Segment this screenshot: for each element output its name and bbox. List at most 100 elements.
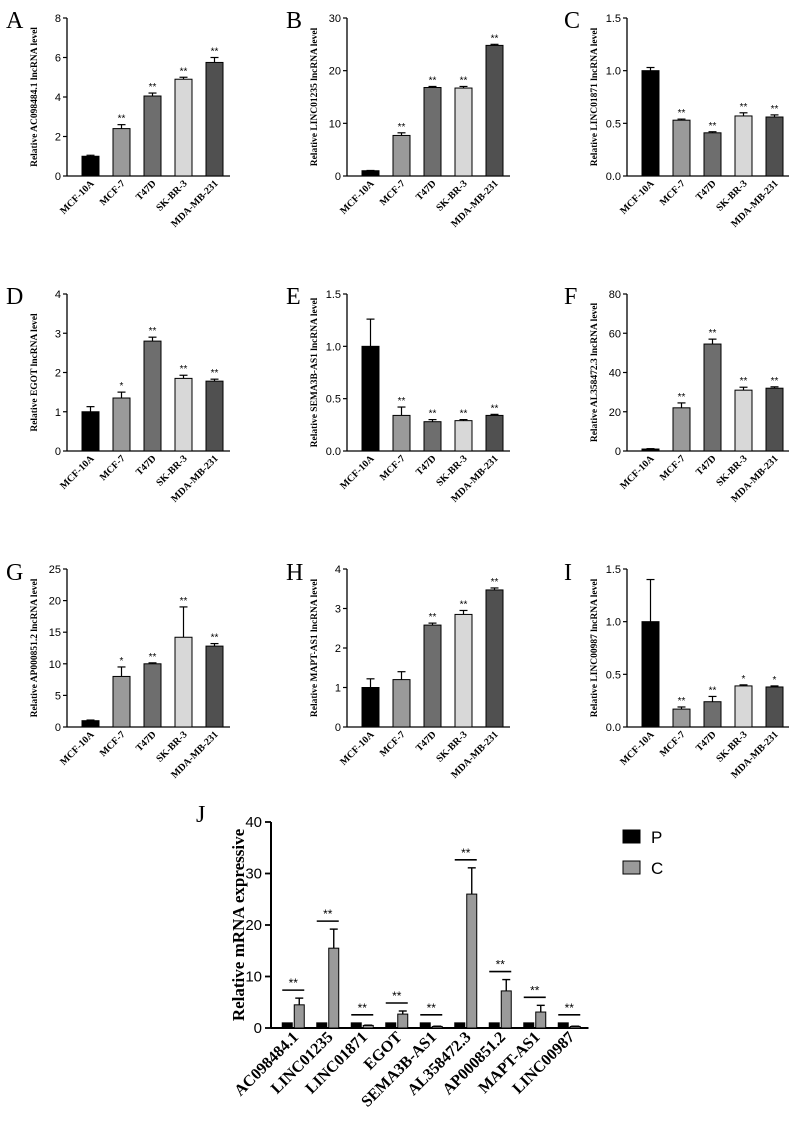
- y-axis-label: Relative AC098484.1 lncRNA level: [30, 27, 40, 167]
- bar: [734, 685, 753, 728]
- bar-p: [557, 1022, 569, 1029]
- bar: [703, 132, 722, 177]
- significance-mark: **: [565, 1001, 575, 1015]
- bar: [641, 70, 660, 177]
- significance-mark: **: [180, 66, 188, 77]
- panel-c: C Relative LINC01871 lncRNA level 0.0 0.5 1.…: [564, 8, 789, 230]
- bar-c: [535, 1011, 547, 1029]
- y-tick-label: 2: [335, 643, 341, 655]
- bar-p: [488, 1022, 500, 1029]
- x-tick-label: MCF-10A: [618, 729, 657, 768]
- significance-mark: **: [211, 47, 219, 58]
- panel-b: B Relative LINC01235 lncRNA level 0 10 20 30 M…: [286, 8, 510, 230]
- y-tick-label: 4: [55, 289, 61, 301]
- significance-mark: **: [149, 652, 157, 663]
- y-tick-label: 1.0: [606, 66, 621, 78]
- panel-letter: G: [6, 560, 23, 586]
- panel-letter: H: [286, 560, 303, 586]
- y-tick-label: 0.0: [606, 722, 621, 734]
- y-tick-label: 1.0: [326, 341, 341, 353]
- panel-letter: C: [564, 8, 580, 34]
- y-tick-label: 0.0: [326, 446, 341, 458]
- panel-e: E Relative SEMA3B-AS1 lncRNA level 0.0 0.5 1…: [286, 284, 510, 505]
- bar: [205, 380, 224, 452]
- y-tick-label: 0.5: [606, 669, 621, 681]
- y-axis-label: Relative EGOT lncRNA level: [30, 313, 40, 432]
- x-tick-label: MCF-10A: [58, 178, 97, 217]
- y-tick-label: 0: [615, 446, 621, 458]
- significance-mark: *: [120, 656, 124, 667]
- x-tick-label: T47D: [134, 729, 159, 754]
- significance-mark: **: [496, 958, 506, 972]
- bar: [672, 119, 691, 177]
- bar: [112, 128, 131, 177]
- bar: [485, 44, 504, 177]
- bar: [361, 170, 380, 177]
- significance-mark: **: [149, 82, 157, 93]
- y-tick-label: 40: [245, 814, 262, 831]
- x-tick-label: MCF-10A: [338, 453, 377, 492]
- y-axis-label: Relative LINC01235 lncRNA level: [310, 27, 320, 166]
- legend-swatch: [622, 829, 641, 844]
- y-axis-label: Relative mRNA expressive: [229, 828, 248, 1021]
- panel-letter: A: [6, 8, 24, 34]
- x-tick-label: MCF-7: [658, 729, 688, 759]
- bar: [392, 414, 411, 452]
- significance-mark: **: [461, 846, 471, 860]
- y-tick-label: 8: [55, 13, 61, 25]
- x-tick-label: MCF-7: [378, 178, 408, 208]
- bar: [423, 421, 442, 452]
- bar: [392, 134, 411, 177]
- y-tick-label: 20: [49, 596, 61, 608]
- panel-letter: J: [196, 802, 205, 828]
- significance-mark: **: [491, 403, 499, 414]
- bar: [423, 87, 442, 177]
- y-axis-label: Relative AL358472.3 lncRNA level: [590, 302, 600, 442]
- y-tick-label: 1.5: [326, 289, 341, 301]
- bar-p: [454, 1022, 466, 1029]
- legend-label: C: [651, 859, 663, 878]
- bar: [361, 687, 380, 728]
- y-axis-label: Relative AP000851.2 lncRNA level: [30, 578, 40, 717]
- y-tick-label: 5: [55, 690, 61, 702]
- panel-g: G Relative AP000851.2 lncRNA level 0 5 10 15 2…: [6, 560, 230, 781]
- x-tick-label: T47D: [694, 453, 719, 478]
- bar-p: [523, 1022, 535, 1029]
- panel-a: A Relative AC098484.1 lncRNA level 0 2 4 6 8 MC…: [6, 8, 230, 230]
- y-tick-label: 20: [245, 917, 262, 934]
- bar-c: [293, 1004, 305, 1029]
- y-axis-label: Relative LINC01871 lncRNA level: [590, 27, 600, 166]
- y-tick-label: 0.0: [606, 171, 621, 183]
- y-tick-label: 30: [245, 866, 262, 883]
- bar: [143, 95, 162, 177]
- bar: [392, 679, 411, 728]
- significance-mark: **: [429, 409, 437, 420]
- y-tick-label: 0.5: [606, 118, 621, 130]
- significance-mark: **: [427, 1001, 437, 1015]
- panel-i: I Relative LINC00987 lncRNA level 0.0 0.5 1.…: [564, 560, 789, 781]
- bar: [641, 621, 660, 728]
- y-tick-label: 1: [335, 683, 341, 695]
- significance-mark: **: [323, 907, 333, 921]
- x-tick-label: MCF-10A: [58, 453, 97, 492]
- panel-f: F Relative AL358472.3 lncRNA level 0 20 40 60…: [564, 284, 789, 505]
- y-tick-label: 15: [49, 627, 61, 639]
- y-tick-label: 10: [245, 969, 262, 986]
- bar: [454, 420, 473, 452]
- significance-mark: **: [289, 976, 299, 990]
- bar: [205, 61, 224, 177]
- significance-mark: **: [709, 328, 717, 339]
- significance-mark: **: [180, 364, 188, 375]
- y-tick-label: 80: [609, 289, 621, 301]
- y-tick-label: 1: [55, 407, 61, 419]
- significance-mark: **: [398, 396, 406, 407]
- y-tick-label: 20: [609, 407, 621, 419]
- y-tick-label: 25: [49, 564, 61, 576]
- significance-mark: **: [398, 122, 406, 133]
- significance-mark: **: [211, 368, 219, 379]
- y-tick-label: 3: [55, 328, 61, 340]
- bar: [765, 116, 784, 177]
- significance-mark: **: [740, 102, 748, 113]
- significance-mark: **: [429, 75, 437, 86]
